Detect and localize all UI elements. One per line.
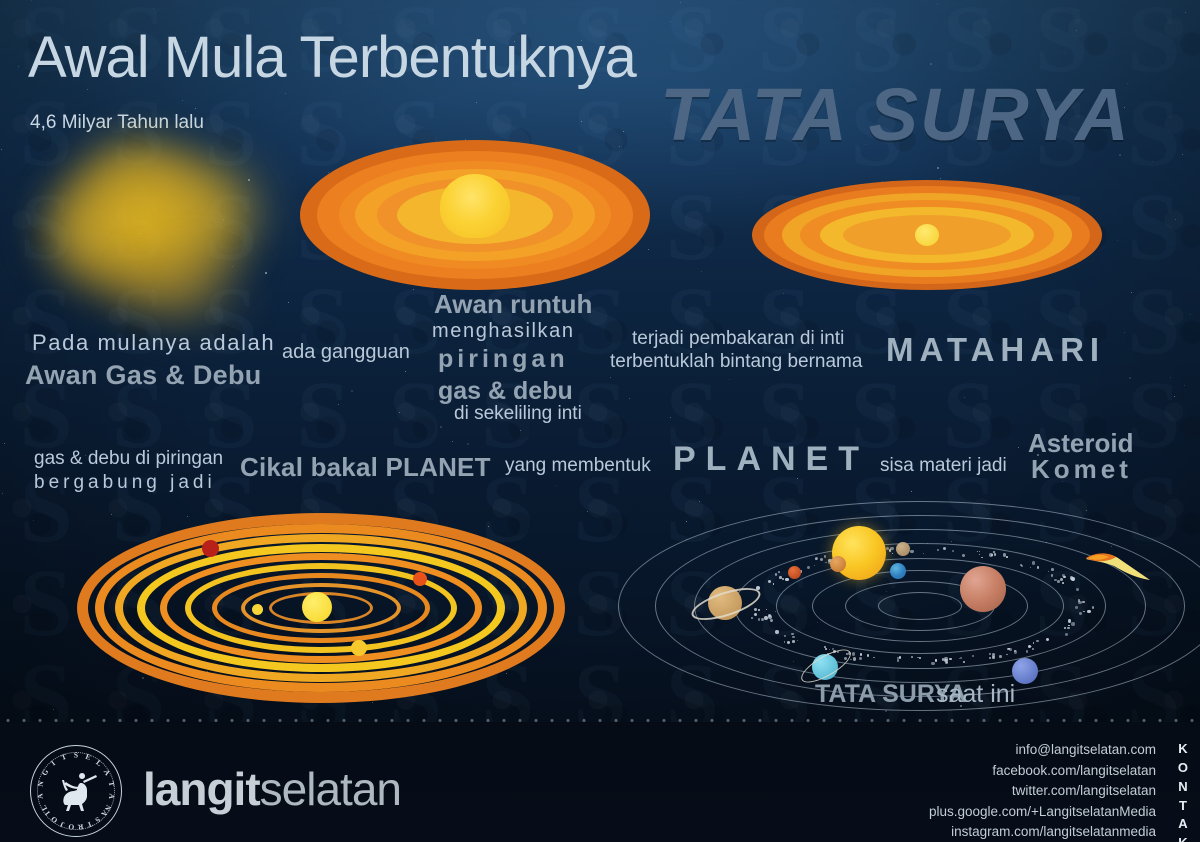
label-matahari: MATAHARI [886,331,1106,368]
planet-saturn [708,586,742,620]
footer-bar [0,722,1200,842]
star-formation-disk-illustration [752,180,1102,290]
label-ada-gangguan: ada gangguan [282,341,410,363]
planet-earth [890,563,906,579]
planet-mars [788,566,801,579]
kontak-letter: O [1177,759,1189,775]
page-subtitle: 4,6 Milyar Tahun lalu [30,112,204,133]
label-gas-debu-piringan: gas & debu di piringan [34,448,224,469]
label-terjadi-pembakaran: terjadi pembakaran di inti [632,328,845,349]
page-title: Awal Mula Terbentuknya [28,25,637,90]
label-menghasilkan: menghasilkan [432,320,575,342]
proto-planet-1 [252,604,263,615]
footer-divider [0,719,1200,722]
label-piringan: piringan [438,345,569,373]
label-tata-surya-saat-ini-bold: TATA SURYA [815,680,967,708]
proto-planet-2 [202,540,219,557]
contact-line[interactable]: instagram.com/langitselatanmedia [951,824,1156,840]
label-awan-gas-debu: Awan Gas & Debu [25,360,262,390]
brand-bold: langit [143,763,261,815]
proto-planet-3 [413,572,427,586]
planet-jupiter [960,566,1006,612]
kontak-letter: N [1178,778,1189,794]
label-tata-surya-saat-ini-light: saat ini [936,680,1016,708]
kontak-vertical-label: KONTAK [1178,740,1189,842]
kontak-letter: A [1178,816,1189,832]
kontak-letter: K [1178,834,1189,842]
label-asteroid: Asteroid [1028,428,1134,458]
big-title-tata-surya: TATA SURYA [660,73,1131,156]
label-komet: Komet [1031,454,1132,484]
comet-icon [1086,553,1150,580]
label-planet: PLANET [673,440,869,478]
protoplanetary-system-illustration [76,512,566,704]
brand-light: selatan [259,763,402,815]
protoplanetary-disk-illustration [300,140,650,290]
label-bergabung-jadi: bergabung jadi [34,472,216,493]
planet-sun [832,526,886,580]
label-cikal-bakal-planet: Cikal bakal PLANET [240,452,491,482]
label-di-sekeliling-inti: di sekeliling inti [454,403,582,424]
contact-line[interactable]: twitter.com/langitselatan [1011,783,1156,799]
planet-mercury [896,542,910,556]
contact-list: info@langitselatan.com facebook.com/langi… [929,740,1156,842]
label-gas-dan-debu: gas & debu [438,377,573,405]
proto-star [302,592,332,622]
label-yang-membentuk: yang membentuk [505,455,651,476]
label-terbentuklah-bintang: terbentuklah bintang bernama [610,351,863,372]
contact-line[interactable]: info@langitselatan.com [1015,742,1156,757]
centaur-archer-icon [62,772,97,811]
proto-planet-4 [351,640,367,656]
planet-neptune [1012,658,1038,684]
kontak-letter: T [1178,797,1188,813]
gas-dust-cloud-illustration [18,120,288,340]
label-pada-mulanya: Pada mulanya adalah [32,330,276,355]
solar-system-illustration [618,498,1200,713]
brand-wordmark[interactable]: langitselatan [143,762,402,816]
planet-venus [830,556,846,572]
label-awan-runtuh: Awan runtuh [434,289,593,319]
label-sisa-materi-jadi: sisa materi jadi [880,455,1007,476]
contact-line[interactable]: plus.google.com/+LangitselatanMedia [928,803,1156,819]
kontak-letter: K [1178,741,1189,756]
contact-line[interactable]: facebook.com/langitselatan [992,762,1156,778]
planet-uranus [812,654,838,680]
